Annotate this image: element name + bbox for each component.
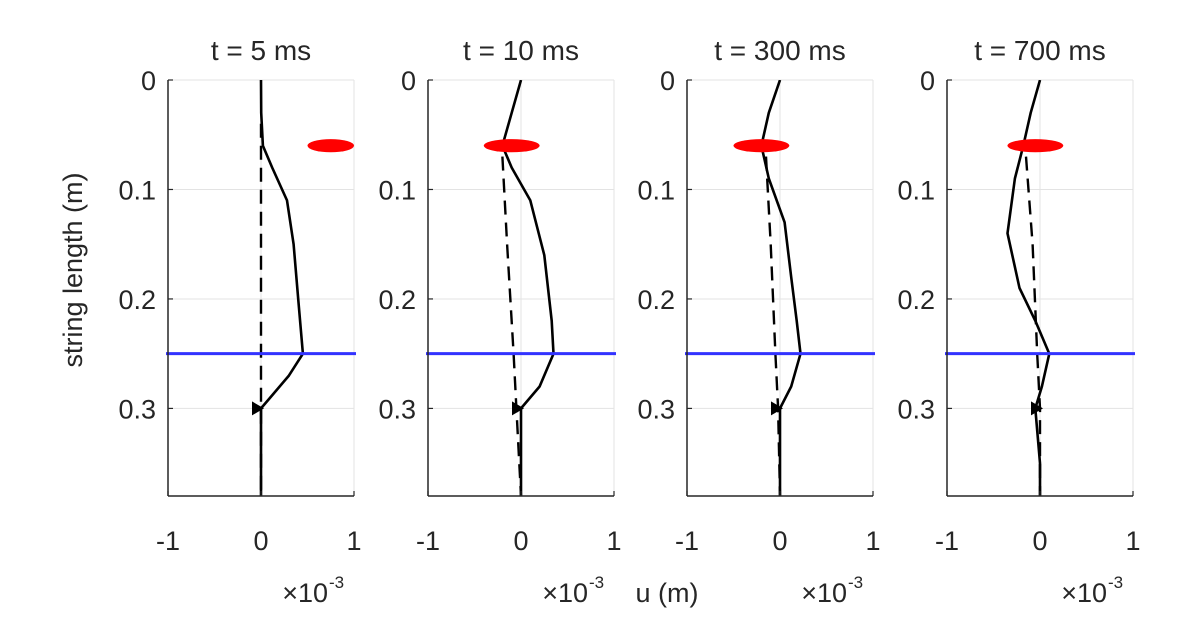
x-exponent-label: ×10 [542, 578, 588, 608]
x-tick-label: 1 [346, 526, 361, 556]
triangle-marker [1031, 401, 1043, 416]
panel-3: 0 0.1 0.2 0.3 -1 0 1 ×10 -3 t = 300 ms [637, 35, 880, 608]
red-ellipse-marker [483, 139, 540, 153]
panel-1: 0 0.1 0.2 0.3 -1 0 1 ×10 -3 t = 5 ms [118, 35, 361, 608]
y-tick-label: 0.1 [637, 175, 675, 205]
panel-title: t = 700 ms [974, 35, 1106, 66]
red-ellipse-marker [1007, 139, 1064, 153]
panel-4: 0 0.1 0.2 0.3 -1 0 1 ×10 -3 t = 700 ms [897, 35, 1140, 608]
x-tick-label: 0 [253, 526, 268, 556]
y-tick-label: 0.2 [897, 285, 935, 315]
triangle-marker [512, 401, 524, 416]
y-tick-label: 0 [401, 66, 416, 96]
x-tick-label: 1 [606, 526, 621, 556]
y-tick-label: 0.1 [118, 175, 156, 205]
x-exponent-label: ×10 [801, 578, 847, 608]
x-tick-label: 0 [772, 526, 787, 556]
x-tick-label: 0 [1032, 526, 1047, 556]
panel-title: t = 300 ms [714, 35, 846, 66]
y-tick-label: 0.3 [897, 394, 935, 424]
x-tick-label: 1 [865, 526, 880, 556]
red-ellipse-marker [733, 139, 790, 153]
y-tick-label: 0.2 [378, 285, 416, 315]
x-exponent-label: ×10 [282, 578, 328, 608]
x-exponent-power: -3 [329, 573, 344, 592]
y-tick-label: 0 [660, 66, 675, 96]
x-tick-label: -1 [675, 526, 699, 556]
y-tick-label: 0.3 [118, 394, 156, 424]
panel-2: 0 0.1 0.2 0.3 -1 0 1 ×10 -3 t = 10 ms [378, 35, 621, 608]
x-tick-label: -1 [935, 526, 959, 556]
red-ellipse-marker [307, 139, 354, 153]
x-tick-label: 0 [513, 526, 528, 556]
y-tick-label: 0.3 [637, 394, 675, 424]
triangle-marker [771, 401, 783, 416]
x-exponent-label: ×10 [1061, 578, 1107, 608]
x-tick-label: 1 [1125, 526, 1140, 556]
y-tick-label: 0.1 [378, 175, 416, 205]
y-axis-label: string length (m) [58, 172, 88, 367]
x-tick-label: -1 [156, 526, 180, 556]
y-tick-label: 0 [920, 66, 935, 96]
plot-area [252, 80, 305, 496]
x-exponent-power: -3 [589, 573, 604, 592]
x-exponent-power: -3 [848, 573, 863, 592]
panel-title: t = 10 ms [463, 35, 579, 66]
y-tick-label: 0.2 [118, 285, 156, 315]
x-exponent-power: -3 [1108, 573, 1123, 592]
triangle-marker [252, 401, 264, 416]
panel-title: t = 5 ms [211, 35, 311, 66]
y-tick-label: 0.2 [637, 285, 675, 315]
y-tick-label: 0 [141, 66, 156, 96]
x-axis-label: u (m) [636, 578, 699, 608]
y-tick-label: 0.1 [897, 175, 935, 205]
x-tick-label: -1 [416, 526, 440, 556]
y-tick-label: 0.3 [378, 394, 416, 424]
